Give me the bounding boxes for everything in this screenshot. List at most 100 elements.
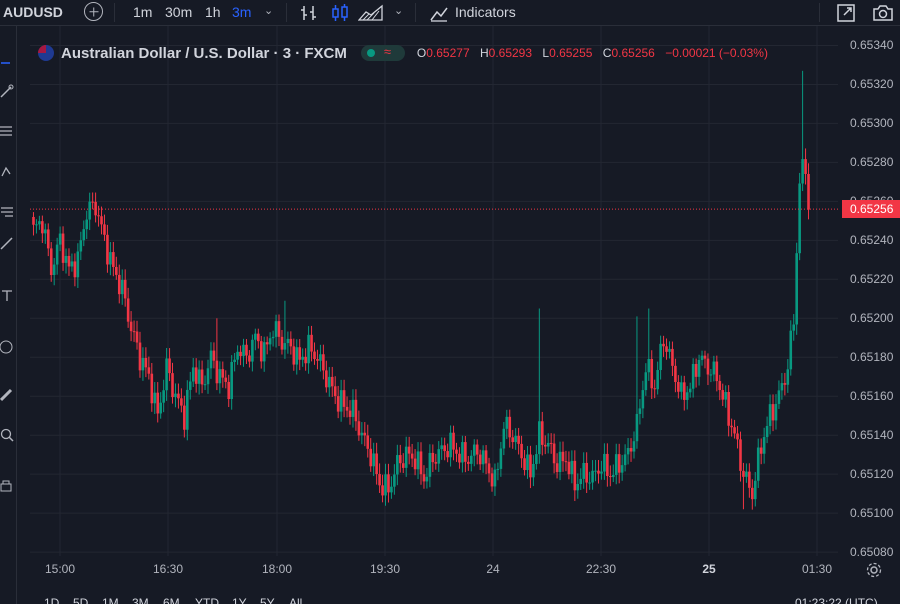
- camera-icon[interactable]: [872, 3, 894, 23]
- drawing-toolbar: [0, 26, 17, 604]
- indicators-button[interactable]: Indicators: [455, 4, 516, 20]
- range-1y[interactable]: 1Y: [232, 596, 247, 604]
- ruler-icon[interactable]: [0, 388, 14, 402]
- intervals-chevron-down-icon[interactable]: ⌄: [264, 5, 274, 17]
- trendline-icon[interactable]: [0, 84, 14, 98]
- candle: [467, 455, 470, 471]
- candle: [777, 380, 781, 409]
- indicators-icon[interactable]: [429, 3, 449, 23]
- candle-body: [277, 321, 281, 337]
- range-5d[interactable]: 5D: [73, 596, 89, 604]
- interval-3m[interactable]: 3m: [232, 4, 252, 20]
- candle-body: [41, 221, 44, 234]
- settings-gear-icon[interactable]: [866, 562, 882, 578]
- candle-body: [804, 159, 807, 174]
- series-title[interactable]: Australian Dollar / U.S. Dollar · 3 · FX…: [61, 44, 347, 62]
- candle: [165, 347, 168, 401]
- candle: [591, 460, 594, 490]
- utc-clock[interactable]: 01:23:22 (UTC): [795, 596, 878, 604]
- candle: [218, 361, 222, 394]
- candle-body: [647, 359, 651, 373]
- candle: [532, 455, 535, 487]
- emoji-icon[interactable]: [0, 340, 14, 354]
- interval-30m[interactable]: 30m: [165, 4, 193, 20]
- style-chevron-down-icon[interactable]: ⌄: [394, 5, 404, 17]
- zoom-icon[interactable]: [0, 428, 14, 442]
- candle-body: [200, 369, 204, 385]
- candle: [112, 241, 115, 277]
- candle: [313, 342, 316, 365]
- lock-icon[interactable]: [0, 478, 14, 492]
- candle-body: [798, 183, 801, 254]
- candle: [230, 355, 233, 410]
- range-3m[interactable]: 3M: [132, 596, 149, 604]
- pattern-icon[interactable]: [0, 164, 14, 178]
- range-1d[interactable]: 1D: [44, 596, 60, 604]
- candle-body: [674, 365, 677, 383]
- range-ytd[interactable]: YTD: [195, 596, 219, 604]
- candle: [401, 453, 405, 474]
- candle: [688, 382, 692, 398]
- fib-icon[interactable]: [0, 124, 14, 138]
- candle-body: [635, 413, 639, 442]
- candle: [481, 445, 485, 473]
- prediction-icon[interactable]: [0, 204, 14, 218]
- candle-body: [322, 354, 325, 371]
- candle: [88, 192, 91, 231]
- cursor-icon[interactable]: [0, 56, 14, 70]
- candle-body: [144, 357, 148, 368]
- candle: [319, 344, 322, 372]
- bars-style-icon[interactable]: [299, 3, 319, 23]
- candle-body: [384, 474, 387, 496]
- candle: [425, 467, 429, 489]
- candle: [644, 363, 648, 396]
- candle-body: [316, 359, 319, 361]
- candle: [511, 429, 515, 449]
- market-status-badge[interactable]: ≈: [360, 44, 405, 61]
- candle: [280, 329, 284, 355]
- candle: [697, 354, 701, 386]
- candle: [588, 471, 591, 490]
- candle-body: [573, 460, 577, 491]
- candle: [668, 341, 671, 359]
- candle: [546, 433, 550, 454]
- range-5y[interactable]: 5Y: [260, 596, 275, 604]
- range-all[interactable]: All: [289, 596, 303, 604]
- interval-1m[interactable]: 1m: [133, 4, 153, 20]
- candle-body: [774, 403, 778, 421]
- candle-body: [245, 344, 248, 356]
- price-tick-label: 0.65100: [850, 506, 894, 521]
- range-1m[interactable]: 1M: [102, 596, 119, 604]
- candle-body: [653, 388, 656, 390]
- range-6m[interactable]: 6M: [163, 596, 180, 604]
- candle-body: [357, 421, 361, 436]
- candle: [268, 332, 272, 351]
- candle: [168, 348, 171, 382]
- candle-body: [73, 261, 77, 278]
- brush-icon[interactable]: [0, 236, 14, 250]
- price-tick-label: 0.65140: [850, 428, 894, 443]
- candle: [289, 331, 293, 355]
- candle-body: [753, 480, 757, 500]
- candle-body: [221, 369, 225, 378]
- candle-body: [248, 355, 251, 362]
- candle: [762, 427, 766, 464]
- candle: [106, 224, 109, 273]
- candle: [543, 435, 547, 455]
- candle-body: [467, 461, 470, 464]
- interval-1h[interactable]: 1h: [205, 4, 221, 20]
- candle-body: [289, 338, 293, 347]
- candle-body: [730, 425, 733, 428]
- candle: [94, 192, 97, 223]
- candles-style-icon[interactable]: [330, 3, 350, 23]
- candle-body: [218, 369, 222, 384]
- area-style-icon[interactable]: [358, 3, 384, 23]
- candle-body: [49, 248, 53, 275]
- candle-body: [369, 448, 373, 467]
- candle: [774, 394, 778, 430]
- compare-add-icon[interactable]: [84, 2, 103, 21]
- symbol-search[interactable]: AUDUSD: [3, 4, 63, 20]
- text-icon[interactable]: [0, 288, 14, 302]
- fullscreen-icon[interactable]: [836, 3, 856, 23]
